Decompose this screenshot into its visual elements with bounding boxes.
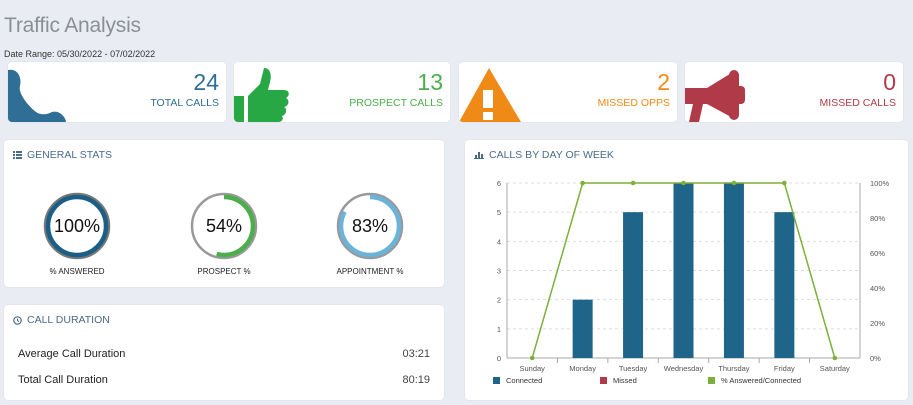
bar-connected [572, 299, 593, 358]
gauge-arc [192, 194, 256, 258]
line-point [630, 180, 636, 186]
line-point [681, 180, 686, 186]
gauge-label: PROSPECT % [197, 267, 251, 276]
gauge-prospect: 54% PROSPECT % [189, 191, 259, 276]
bar-connected [774, 212, 795, 358]
y2-tick-label: 80% [870, 214, 885, 223]
megaphone-icon [685, 70, 745, 122]
duration-label: Total Call Duration [18, 374, 108, 386]
phone-icon [8, 69, 66, 122]
duration-value: 03:21 [402, 348, 430, 360]
y2-tick-label: 20% [870, 319, 885, 328]
gauge-arc [338, 194, 402, 258]
gauge-value: 54% [205, 216, 243, 236]
x-tick-label: Friday [774, 364, 795, 373]
legend-label: % Answered/Connected [721, 376, 801, 385]
stat-value: 2 [657, 69, 670, 95]
legend-swatch [493, 377, 500, 384]
line-point [580, 180, 585, 186]
warning-icon [459, 68, 521, 122]
y-tick-label: 2 [497, 296, 501, 305]
stat-value: 13 [417, 69, 443, 95]
call-duration-title: CALL DURATION [13, 314, 110, 326]
bar-connected [673, 183, 694, 358]
stat-label: TOTAL CALLS [150, 97, 219, 109]
panel-title-text: GENERAL STATS [27, 149, 112, 161]
duration-value: 80:19 [402, 374, 430, 386]
stat-label: MISSED CALLS [819, 97, 896, 109]
gauge-value: 83% [351, 216, 389, 236]
gauge-label: APPOINTMENT % [336, 267, 404, 276]
gauge-label: % ANSWERED [49, 267, 105, 276]
calls-by-day-panel: CALLS BY DAY OF WEEK 0 1 2 3 4 5 6 0% 20% 40% 60% 8… [465, 140, 908, 400]
page-title: Traffic Analysis [4, 14, 141, 37]
panel-title-text: CALL DURATION [27, 314, 110, 326]
bar-connected [723, 183, 744, 358]
y-tick-label: 3 [497, 267, 501, 276]
y-tick-label: 0 [497, 354, 501, 363]
general-stats-title: GENERAL STATS [13, 149, 112, 161]
chart-title: CALLS BY DAY OF WEEK [474, 149, 614, 161]
y2-tick-label: 100% [870, 179, 890, 188]
missed-opps-card: 2 MISSED OPPS [459, 62, 677, 122]
date-range: Date Range: 05/30/2022 - 07/02/2022 [4, 49, 156, 59]
duration-row-average: Average Call Duration 03:21 [18, 348, 430, 360]
y2-tick-label: 60% [870, 249, 885, 258]
legend-swatch [708, 377, 715, 384]
legend-label: Connected [506, 376, 542, 385]
y-tick-label: 1 [497, 325, 501, 334]
line-point [731, 180, 737, 186]
missed-calls-card: 0 MISSED CALLS [685, 62, 903, 122]
gauge-answered: 100% % ANSWERED [42, 191, 112, 276]
total-calls-card: 24 TOTAL CALLS [8, 62, 226, 122]
stat-label: MISSED OPPS [597, 97, 670, 109]
line-point [782, 180, 787, 186]
y2-tick-label: 0% [870, 354, 881, 363]
stat-value: 0 [883, 69, 896, 95]
line-point [529, 355, 535, 361]
bar-connected [623, 212, 644, 358]
clock-icon [13, 315, 22, 325]
x-tick-label: Wednesday [664, 364, 704, 373]
y-tick-label: 4 [497, 237, 501, 246]
call-duration-panel: CALL DURATION Average Call Duration 03:2… [4, 305, 444, 400]
line-point [832, 355, 838, 361]
gauge-appointment: 83% APPOINTMENT % [335, 191, 405, 276]
bar-chart-icon [474, 152, 484, 159]
y-tick-label: 6 [497, 179, 501, 188]
panel-title-text: CALLS BY DAY OF WEEK [489, 149, 614, 161]
gauge-value: 100% [53, 216, 101, 236]
list-icon [13, 151, 22, 159]
legend-label: Missed [613, 376, 637, 385]
thumbs-up-icon [234, 68, 289, 122]
x-tick-label: Thursday [718, 364, 750, 373]
y-tick-label: 5 [497, 208, 501, 217]
prospect-calls-card: 13 PROSPECT CALLS [234, 62, 450, 122]
x-tick-label: Saturday [820, 364, 850, 373]
stat-label: PROSPECT CALLS [349, 97, 443, 109]
gauge-arc [45, 194, 109, 258]
x-tick-label: Sunday [519, 364, 545, 373]
stat-value: 24 [193, 69, 219, 95]
x-tick-label: Tuesday [619, 364, 648, 373]
y2-tick-label: 40% [870, 284, 885, 293]
duration-row-total: Total Call Duration 80:19 [18, 374, 430, 386]
x-tick-label: Monday [569, 364, 596, 373]
general-stats-panel: GENERAL STATS 100% % ANSWERED 54% PROSPE… [4, 140, 444, 287]
legend-swatch [600, 377, 607, 384]
duration-label: Average Call Duration [18, 348, 126, 360]
